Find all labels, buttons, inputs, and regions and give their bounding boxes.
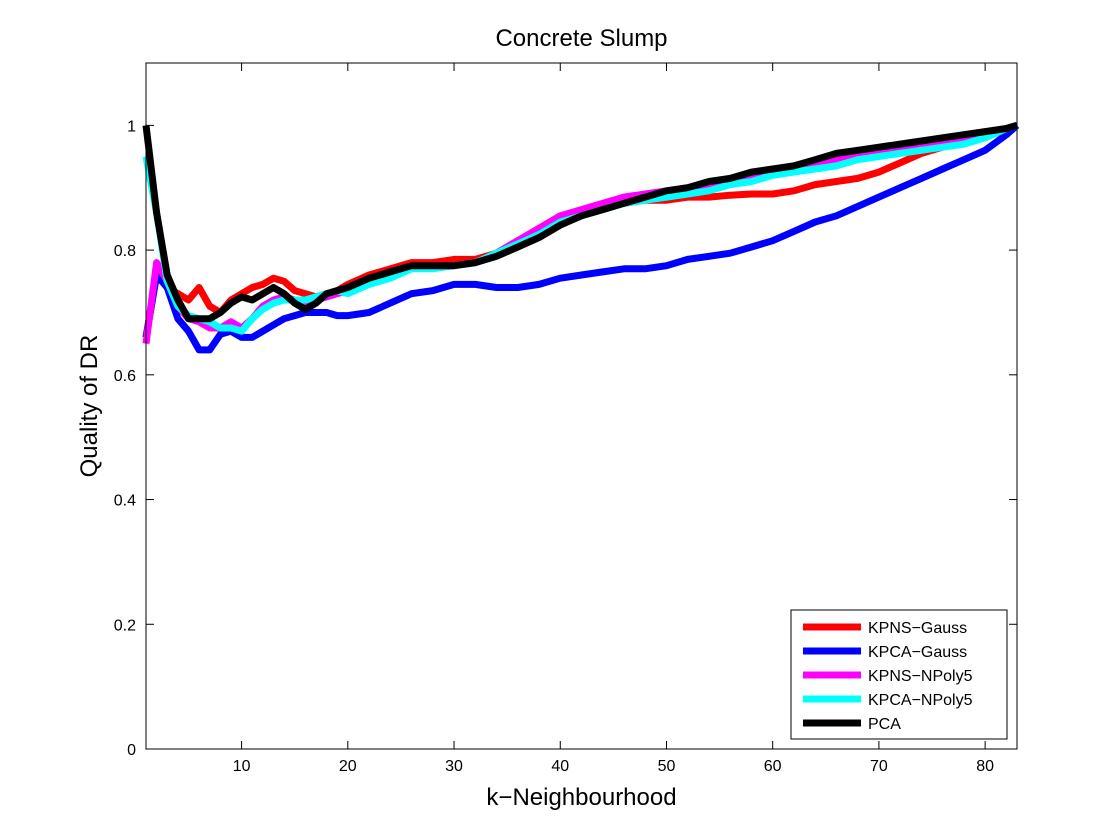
y-tick-label-1: 0.2 [114,617,136,634]
y-tick-label-2: 0.4 [114,493,136,510]
y-tick-label-4: 0.8 [114,243,136,260]
x-tick-label-5: 60 [764,758,782,775]
y-tick-label-5: 1 [127,118,136,135]
legend-label-1: KPCA−Gauss [868,644,967,661]
x-tick-label-4: 50 [658,758,676,775]
y-tick-label-3: 0.6 [114,368,136,385]
legend-label-4: PCA [868,716,901,733]
y-tick-label-0: 0 [127,742,136,759]
x-axis-title: k−Neighbourhood [486,784,676,811]
chart-title: Concrete Slump [495,25,667,52]
plot-frame [145,62,1018,750]
x-tick-label-2: 30 [445,758,463,775]
x-tick-label-7: 80 [976,758,994,775]
legend: KPNS−Gauss KPCA−Gauss KPNS−NPoly5 KPCA−NPol… [790,609,1008,740]
y-axis-title: Quality of DR [76,335,103,478]
series-line-1 [142,122,1020,354]
x-tick-label-1: 20 [339,758,357,775]
x-tick-label-0: 10 [233,758,251,775]
legend-label-0: KPNS−Gauss [868,620,967,637]
series-layer [142,122,1020,354]
x-tick-label-6: 70 [870,758,888,775]
legend-entries: KPNS−Gauss KPCA−Gauss KPNS−NPoly5 KPCA−NPol… [803,620,973,733]
legend-label-3: KPCA−NPoly5 [868,692,973,709]
x-tick-label-3: 40 [551,758,569,775]
tick-layer: 10 20 30 40 50 60 70 80 0 0.2 0.4 0.6 0.8 1 [114,63,1017,775]
legend-label-2: KPNS−NPoly5 [868,668,973,685]
series-line-4 [142,122,1018,323]
